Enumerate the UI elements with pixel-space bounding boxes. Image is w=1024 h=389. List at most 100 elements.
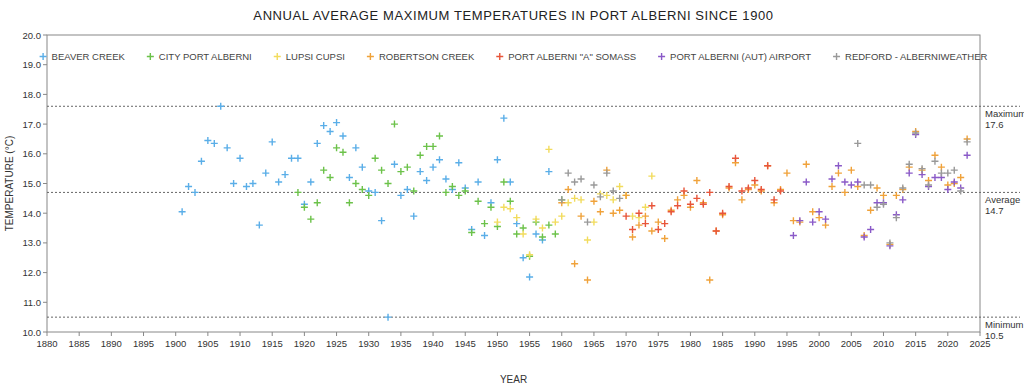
data-point	[507, 179, 514, 186]
legend-label: BEAVER CREEK	[52, 51, 126, 62]
data-point	[545, 222, 552, 229]
data-point	[339, 149, 346, 156]
data-point	[500, 204, 507, 211]
data-point	[648, 228, 655, 235]
data-point	[874, 184, 881, 191]
data-point	[693, 195, 700, 202]
data-point	[481, 232, 488, 239]
data-point	[951, 167, 958, 174]
data-point	[931, 174, 938, 181]
y-tick-label: 19.0	[23, 59, 42, 70]
data-point	[475, 198, 482, 205]
data-point	[237, 155, 244, 162]
data-point	[449, 183, 456, 190]
data-point	[861, 233, 868, 240]
data-point	[796, 217, 803, 224]
data-point	[758, 186, 765, 193]
data-point	[533, 230, 540, 237]
data-point	[507, 205, 514, 212]
x-tick	[465, 332, 466, 336]
data-point	[880, 201, 887, 208]
data-point	[430, 143, 437, 150]
data-point	[552, 230, 559, 237]
legend-label: CITY PORT ALBERNI	[159, 51, 252, 62]
legend-item: PORT ALBERNI (AUT) AIRPORT	[658, 51, 811, 62]
data-point	[494, 156, 501, 163]
data-point	[301, 204, 308, 211]
data-point	[352, 180, 359, 187]
data-point	[204, 137, 211, 144]
data-point	[307, 216, 314, 223]
data-point	[668, 208, 675, 215]
data-point	[468, 229, 475, 236]
data-point	[616, 207, 623, 214]
data-point	[726, 183, 733, 190]
data-point	[777, 187, 784, 194]
x-tick	[207, 332, 208, 336]
data-point	[571, 179, 578, 186]
data-point	[423, 177, 430, 184]
data-point	[764, 162, 771, 169]
x-tick	[368, 332, 369, 336]
x-tick	[851, 332, 852, 336]
x-tick-label: 2020	[937, 338, 958, 349]
y-tick	[43, 64, 47, 65]
y-tick	[43, 124, 47, 125]
data-point	[603, 192, 610, 199]
data-point	[700, 201, 707, 208]
data-point	[764, 162, 771, 169]
reference-label: Minimum	[985, 319, 1024, 330]
data-point	[848, 167, 855, 174]
data-point	[919, 165, 926, 172]
y-tick	[43, 332, 47, 333]
data-point	[462, 187, 469, 194]
data-point	[436, 132, 443, 139]
x-tick	[272, 332, 273, 336]
x-tick-label: 1980	[680, 338, 701, 349]
x-tick-label: 2015	[905, 338, 926, 349]
data-point	[957, 187, 964, 194]
data-point	[964, 138, 971, 145]
data-point	[359, 186, 366, 193]
data-point	[269, 138, 276, 145]
legend-label: PORT ALBERNI "A" SOMASS	[508, 51, 636, 62]
data-point	[217, 103, 224, 110]
x-tick	[819, 332, 820, 336]
data-point	[938, 170, 945, 177]
data-point	[372, 155, 379, 162]
reference-label: Average	[985, 194, 1020, 205]
x-tick	[947, 332, 948, 336]
data-point	[713, 228, 720, 235]
x-tick	[690, 332, 691, 336]
data-point	[803, 161, 810, 168]
data-point	[404, 164, 411, 171]
data-point	[294, 189, 301, 196]
data-point	[391, 121, 398, 128]
legend-marker	[40, 53, 47, 60]
x-tick	[754, 332, 755, 336]
data-point	[397, 168, 404, 175]
x-tick-label: 1950	[487, 338, 508, 349]
data-point	[899, 184, 906, 191]
y-tick-label: 14.0	[23, 208, 42, 219]
data-point	[442, 176, 449, 183]
legend-marker	[833, 53, 840, 60]
data-point	[230, 180, 237, 187]
data-point	[487, 204, 494, 211]
data-point	[584, 236, 591, 243]
x-tick	[175, 332, 176, 336]
data-point	[282, 171, 289, 178]
title: ANNUAL AVERAGE MAXIMUM TEMPERATURES IN P…	[253, 8, 773, 23]
legend-marker	[274, 53, 281, 60]
data-point	[867, 181, 874, 188]
data-point	[410, 187, 417, 194]
data-point	[359, 164, 366, 171]
data-point	[829, 176, 836, 183]
y-tick	[43, 302, 47, 303]
data-point	[648, 202, 655, 209]
x-tick-label: 1895	[133, 338, 154, 349]
reference-value: 10.5	[985, 330, 1004, 341]
data-point	[442, 189, 449, 196]
data-point	[841, 189, 848, 196]
x-tick	[915, 332, 916, 336]
